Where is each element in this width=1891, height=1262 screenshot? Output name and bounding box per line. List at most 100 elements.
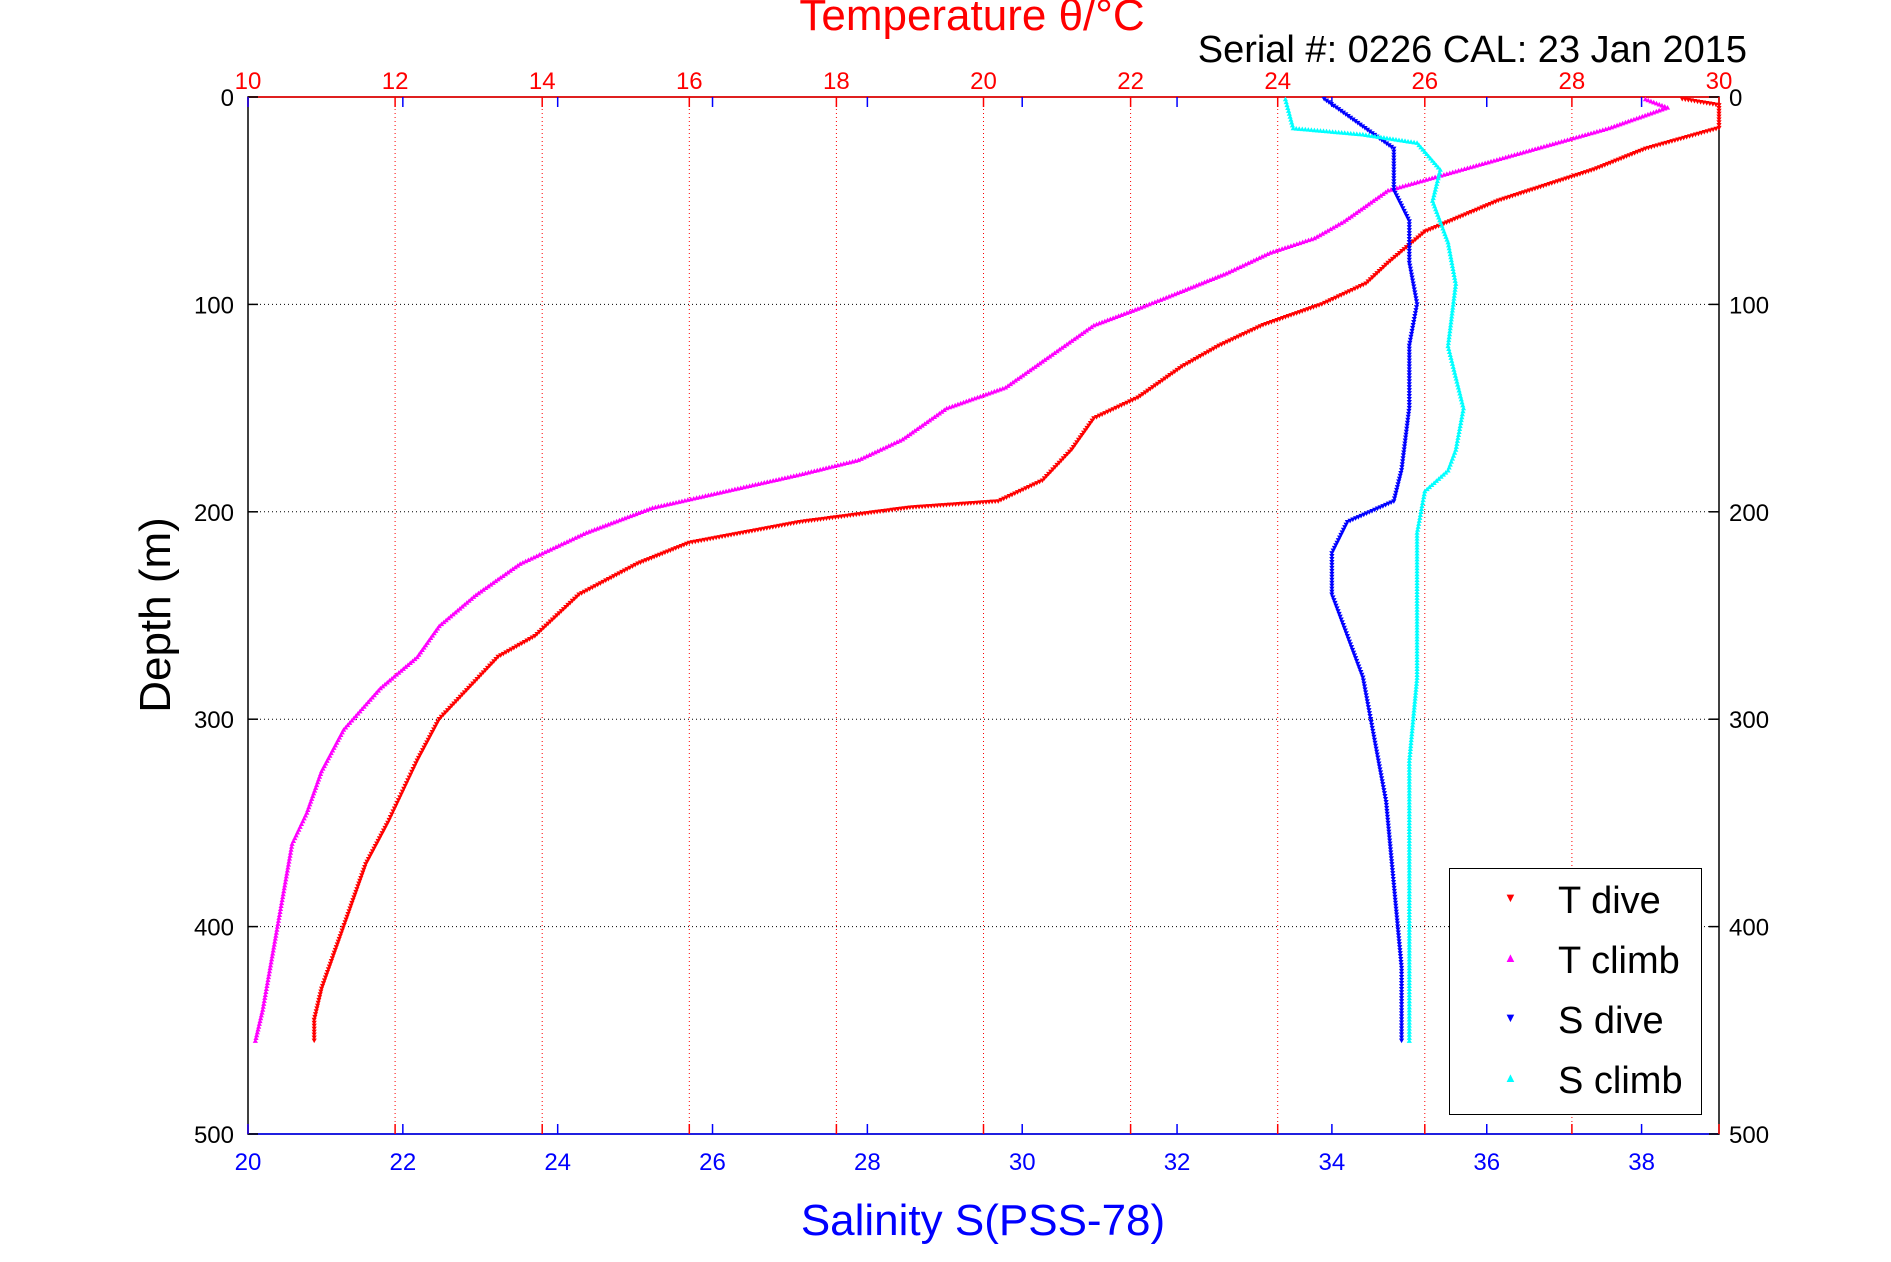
data-point xyxy=(1348,213,1354,219)
data-point xyxy=(1406,856,1412,861)
data-point xyxy=(1377,505,1383,510)
data-point xyxy=(1434,181,1440,186)
data-point xyxy=(1344,634,1350,639)
data-point xyxy=(958,400,964,406)
data-point xyxy=(1363,693,1369,698)
data-point xyxy=(844,460,850,466)
data-point xyxy=(1329,568,1335,574)
data-point xyxy=(1212,275,1218,280)
data-point xyxy=(381,828,387,834)
data-point xyxy=(1366,132,1372,138)
data-point xyxy=(1331,545,1338,551)
data-point xyxy=(1066,340,1072,345)
data-point xyxy=(1339,620,1345,625)
triangle-down-icon: ▼ xyxy=(1504,1010,1517,1025)
data-point xyxy=(1388,853,1394,858)
data-point xyxy=(406,775,412,781)
data-point xyxy=(1445,340,1451,346)
data-point xyxy=(1406,787,1412,793)
data-point xyxy=(1408,740,1414,746)
data-point xyxy=(805,469,812,475)
data-point xyxy=(1390,874,1396,879)
data-point xyxy=(1285,108,1292,113)
data-point xyxy=(1449,307,1456,313)
data-point xyxy=(1023,486,1029,491)
data-point xyxy=(1398,1017,1405,1022)
data-point xyxy=(1334,540,1340,546)
data-point xyxy=(1377,767,1383,772)
data-point xyxy=(1479,161,1485,166)
data-point xyxy=(592,527,598,532)
data-point xyxy=(1408,331,1415,337)
data-point xyxy=(316,995,323,1000)
data-point xyxy=(1375,755,1381,761)
data-point xyxy=(1431,192,1437,198)
data-point xyxy=(1267,250,1273,255)
data-point xyxy=(1405,411,1412,417)
data-point xyxy=(1407,266,1414,272)
data-point xyxy=(1406,349,1412,355)
data-point xyxy=(1389,865,1395,870)
data-point xyxy=(528,556,534,561)
data-point xyxy=(1215,274,1221,279)
data-point xyxy=(490,580,496,585)
data-point xyxy=(1406,408,1412,414)
data-point xyxy=(1449,358,1455,363)
data-point xyxy=(1395,927,1401,932)
data-point xyxy=(1460,402,1466,408)
legend: ▼ T dive ▲ T climb ▼ S dive ▲ S climb xyxy=(1449,868,1702,1115)
data-point xyxy=(1395,933,1402,938)
data-point xyxy=(1282,245,1288,250)
data-point xyxy=(277,909,283,914)
data-point xyxy=(1449,263,1456,269)
data-point xyxy=(357,708,363,714)
data-point xyxy=(402,783,408,789)
data-point xyxy=(353,713,359,718)
data-point xyxy=(622,515,628,521)
data-point xyxy=(335,939,341,945)
data-point xyxy=(1346,639,1353,645)
data-point xyxy=(1445,467,1451,473)
data-point xyxy=(1330,548,1336,554)
data-point xyxy=(1357,122,1363,128)
data-point xyxy=(1395,195,1401,201)
data-point xyxy=(1364,696,1370,701)
tick-label-depth: 0 xyxy=(221,85,234,112)
data-point xyxy=(1054,348,1060,354)
data-point xyxy=(788,474,794,479)
data-point xyxy=(855,457,862,463)
data-point xyxy=(1360,205,1367,210)
data-point xyxy=(1403,429,1409,435)
data-point xyxy=(1414,553,1420,559)
data-point xyxy=(1406,903,1412,909)
data-point xyxy=(1132,396,1138,402)
data-point xyxy=(1608,124,1615,130)
data-point xyxy=(285,864,291,870)
data-point xyxy=(1406,382,1412,387)
data-point xyxy=(955,401,961,407)
data-point xyxy=(1414,657,1420,663)
data-point xyxy=(1152,299,1158,305)
data-point xyxy=(478,588,484,594)
data-point xyxy=(1279,246,1285,251)
data-point xyxy=(1441,172,1447,177)
data-point xyxy=(1328,102,1334,107)
data-point xyxy=(1196,281,1202,287)
data-point xyxy=(1321,300,1328,306)
data-point xyxy=(575,534,581,539)
data-point xyxy=(1350,650,1357,656)
data-point xyxy=(1174,290,1181,296)
data-point xyxy=(361,867,367,873)
data-point xyxy=(426,735,433,740)
data-point xyxy=(1022,371,1028,376)
data-point xyxy=(1406,983,1412,989)
data-point xyxy=(655,503,662,509)
data-point xyxy=(1406,251,1412,257)
data-point xyxy=(1406,998,1412,1004)
data-point xyxy=(1465,211,1471,216)
data-point xyxy=(1376,764,1383,770)
data-point xyxy=(1220,271,1227,277)
data-point xyxy=(316,997,322,1003)
data-point xyxy=(1342,525,1348,530)
data-point xyxy=(1460,405,1467,411)
